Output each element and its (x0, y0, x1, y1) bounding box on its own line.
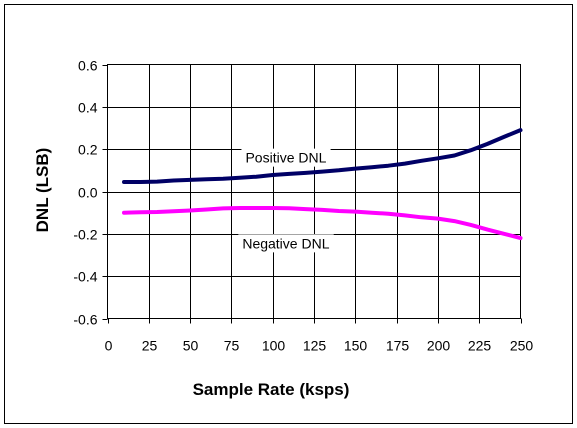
grid-layer (107, 64, 521, 319)
x-tick-label: 250 (510, 338, 534, 354)
y-tick-label: 0.0 (78, 185, 98, 201)
y-tick-label: 0.4 (78, 100, 98, 116)
y-axis-title: DNL (LSB) (33, 148, 52, 233)
x-tick-label: 75 (224, 338, 240, 354)
x-tick-label: 150 (344, 338, 368, 354)
x-tick-label: 25 (142, 338, 158, 354)
positive-dnl-line (122, 128, 523, 184)
x-axis-title: Sample Rate (ksps) (193, 380, 350, 399)
y-tick-label: -0.2 (73, 227, 97, 243)
series-layer (122, 128, 523, 241)
x-tick-label: 50 (183, 338, 199, 354)
annotation-label: Positive DNL (245, 150, 326, 166)
annotation-background (241, 148, 331, 167)
x-tick-label: 125 (303, 338, 327, 354)
annotation-background (238, 234, 334, 253)
x-tick-label: 200 (427, 338, 451, 354)
x-tick-label: 0 (105, 338, 113, 354)
annotation-label: Negative DNL (242, 235, 329, 251)
y-tick-label: 0.6 (78, 58, 98, 74)
y-tick-label: -0.6 (73, 312, 97, 328)
y-tick-label: -0.4 (73, 269, 97, 285)
y-tick-label: 0.2 (78, 142, 98, 158)
ticks-layer: 0 25 50 75 100 125 150 175 200 225 250 0.6 0.4 0.2 0.0… (73, 58, 533, 354)
annotation-layer: Positive DNL Negative DNL (238, 148, 334, 253)
x-tick-label: 175 (386, 338, 410, 354)
negative-dnl-line (122, 206, 523, 241)
x-tick-label: 100 (262, 338, 286, 354)
x-tick-label: 225 (468, 338, 492, 354)
